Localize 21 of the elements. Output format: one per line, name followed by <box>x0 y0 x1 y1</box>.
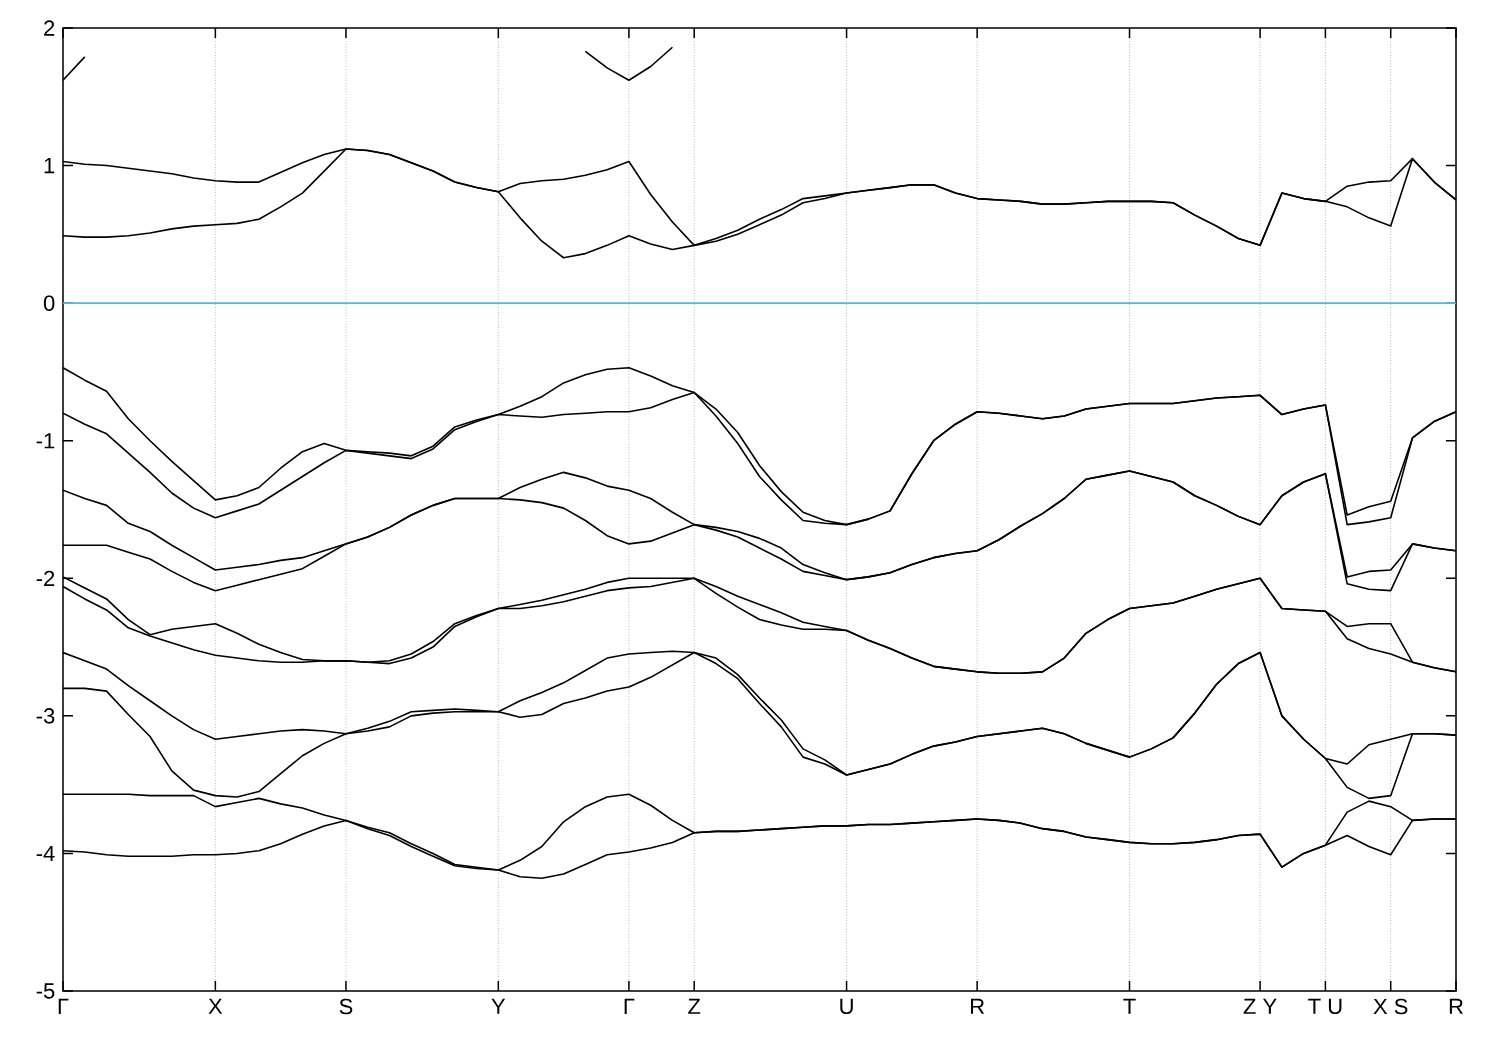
x-tick-label: X <box>208 998 223 1014</box>
x-tick-label: R <box>1449 998 1463 1014</box>
x-tick-label: Z <box>688 998 701 1014</box>
x-tick-label: S <box>339 998 353 1015</box>
x-tick-label: X S <box>1373 998 1408 1015</box>
y-tick-label: 2 <box>44 20 55 36</box>
y-tick-label: -4 <box>36 845 55 861</box>
x-tick-label: Γ <box>58 998 69 1014</box>
x-tick-label: R <box>971 998 985 1014</box>
x-tick-label: T U <box>1308 998 1342 1015</box>
x-tick-label: Γ <box>624 998 635 1014</box>
y-tick-label: -5 <box>36 983 55 999</box>
x-tick-label: T <box>1123 998 1136 1014</box>
x-tick-label: Y <box>491 998 506 1014</box>
y-tick-label: -2 <box>36 570 55 586</box>
y-tick-label: -1 <box>36 433 55 449</box>
x-tick-label: U <box>840 998 853 1015</box>
y-tick-label: 0 <box>43 295 55 311</box>
x-tick-label: Z Y <box>1243 998 1277 1014</box>
y-tick-label: -3 <box>36 708 55 724</box>
y-tick-label: 1 <box>44 158 55 174</box>
